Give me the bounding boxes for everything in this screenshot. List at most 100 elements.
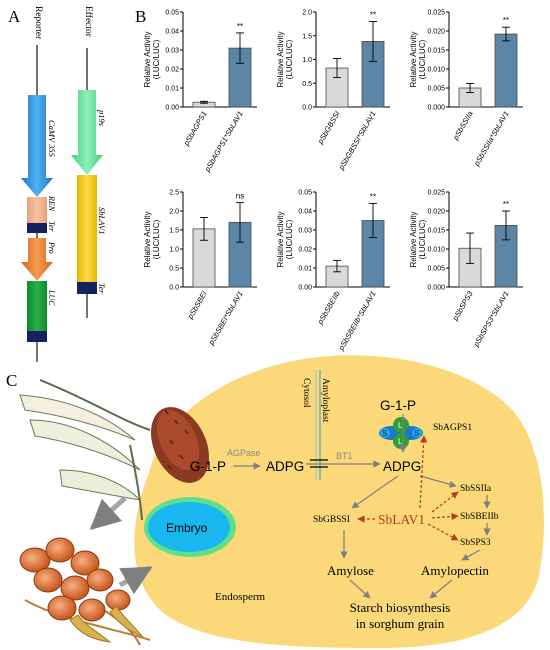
y-tick-label: 0.00: [298, 285, 312, 292]
arrow-adpg-to-gbssi: [351, 475, 399, 509]
y-tick-label: 0.020: [427, 209, 445, 216]
ren-label: REN: [47, 195, 56, 212]
y-tick-label: 1.0: [302, 57, 312, 64]
sorghum-plant-illustration: [19, 379, 210, 521]
reporter-construct: Reporter CaMV 35S REN Ter Pro LUC: [21, 6, 57, 362]
p19s-arrow: [71, 90, 103, 175]
embryo-shape: [148, 502, 230, 552]
amyloplast-label: Amyloplast: [320, 378, 330, 423]
y-tick-label: 0.005: [427, 86, 445, 93]
significance-label: **: [370, 11, 376, 20]
y-tick-label: 0.01: [165, 86, 179, 93]
category-label: pSbSBEIIb: [315, 290, 342, 327]
y-tick-label: 0.04: [298, 209, 312, 216]
p19s-label: p19s: [97, 109, 107, 127]
ter-label-effector: Ter: [97, 283, 106, 294]
arrow-plant-to-seeds: [89, 496, 127, 531]
ter-box-luc: [27, 331, 47, 342]
y-tick-label: 0.00: [165, 105, 179, 112]
y-tick-label: 1.5: [169, 228, 179, 235]
bar: [494, 33, 518, 108]
amylopectin-label: Amylopectin: [421, 563, 489, 578]
y-axis-label-unit: (LUC/LUC): [418, 39, 427, 79]
luc-label: LUC: [47, 289, 56, 306]
category-label: pSbSPS3*SbLAV1: [471, 290, 511, 350]
pro-label: Pro: [47, 241, 56, 254]
y-axis-label: Relative Activity: [143, 211, 152, 267]
y-axis-label: Relative Activity: [276, 211, 285, 267]
y-tick-label: 1.0: [169, 247, 179, 254]
bar-chart-3: 0.000 0.005 0.010 0.015 0.020 0.025 Relative A…: [409, 10, 523, 169]
y-tick-label: 0.03: [165, 48, 179, 55]
y-axis-label-unit: (LUC/LUC): [418, 219, 427, 259]
ter-box-effector: [77, 282, 97, 294]
significance-label: ns: [236, 192, 244, 201]
adpg-amyloplast: ADPG: [383, 459, 421, 474]
y-tick-label: 2.0: [169, 209, 179, 216]
adpg-cytosol: ADPG: [266, 459, 304, 474]
arrow-amylose-to-starch: [349, 579, 371, 599]
sblav1-box: [77, 175, 97, 282]
reg-arrow-ssiia: [431, 491, 459, 513]
agp-l-bottom: L: [398, 437, 403, 446]
agp-s-right: S: [414, 429, 419, 438]
y-axis-label: Relative Activity: [143, 31, 152, 87]
y-tick-label: 0.03: [298, 228, 312, 235]
bar-chart-2: 0.0 0.5 1.0 1.5 2.0 Relative Activity (LUC/LUC…: [276, 10, 390, 172]
y-tick-label: 0.01: [298, 266, 312, 273]
embryo-label: Embryo: [166, 521, 208, 535]
significance-label: **: [503, 200, 509, 209]
y-tick-label: 0.05: [165, 10, 179, 17]
y-axis-label: Relative Activity: [409, 31, 418, 87]
arrow-seeds-to-grain: [118, 565, 153, 595]
arrow-sps3-to-amylopectin: [461, 549, 481, 561]
sbagps1-label: SbAGPS1: [433, 423, 472, 433]
y-tick-label: 0.000: [427, 105, 445, 112]
reg-arrow-agps1: [419, 435, 428, 509]
effector-construct: Effector p19s SbLAV1 Ter: [71, 6, 107, 318]
y-axis-label-unit: (LUC/LUC): [285, 39, 294, 79]
cytosol-label: Cytosol: [301, 378, 311, 408]
significance-label: **: [370, 192, 376, 201]
bar-charts: 0.00 0.01 0.02 0.03 0.04 0.05 Relative Activit…: [143, 10, 523, 353]
y-tick-label: 0.05: [298, 190, 312, 197]
y-tick-label: 0.025: [427, 10, 445, 17]
significance-label: **: [503, 16, 509, 25]
panel-c: C Embryo: [6, 355, 544, 648]
y-tick-label: 1.5: [302, 33, 312, 40]
y-tick-label: 0.0: [169, 285, 179, 292]
y-tick-label: 0.04: [165, 29, 179, 36]
sblav1-regulator: SbLAV1: [378, 512, 425, 527]
ter-label-reporter: Ter: [47, 221, 56, 232]
y-tick-label: 0.015: [427, 228, 445, 235]
bt1-label: BT1: [336, 451, 353, 461]
y-tick-label: 0.5: [169, 266, 179, 273]
arrow-adpg-to-ssiia: [419, 475, 457, 488]
sbsps3-label: SbSPS3: [460, 538, 491, 548]
promoter-label: CaMV 35S: [47, 120, 57, 158]
y-tick-label: 0.005: [427, 266, 445, 273]
category-label: pSbGBSSI: [315, 110, 341, 147]
ren-box: [27, 197, 47, 223]
sbssiia-label: SbSSIIa: [460, 484, 492, 494]
amylose-label: Amylose: [327, 563, 374, 578]
y-tick-label: 0.010: [427, 247, 445, 254]
significance-label: **: [237, 22, 243, 31]
arrow-amylopectin-to-starch: [429, 579, 453, 599]
reg-arrow-sbeiib: [431, 512, 459, 521]
y-tick-label: 0.0: [302, 105, 312, 112]
bar-chart-6: 0.000 0.005 0.010 0.015 0.020 0.025 Relative A…: [409, 190, 523, 350]
sblav1-gene-label: SbLAV1: [97, 207, 107, 234]
ter-box-reporter: [27, 223, 47, 233]
category-label: pSbSSIIa*SbLAV1: [472, 110, 511, 169]
y-tick-label: 2.0: [302, 10, 312, 17]
starch-line-1: Starch biosynthesis: [350, 600, 451, 615]
category-label: pSbAGPS1: [181, 110, 208, 149]
bar-chart-4: 0.0 0.5 1.0 1.5 2.0 2.5 Relative Activity (LUC/…: [143, 190, 257, 348]
y-tick-label: 0.015: [427, 48, 445, 55]
category-label: pSbSBEI*SbLAV1: [206, 290, 245, 348]
panel-c-letter: C: [6, 371, 17, 390]
agpase-label: AGPase: [227, 448, 261, 458]
g1p-cytosol: G-1-P: [190, 459, 226, 474]
category-label: pSbSSIIa: [451, 110, 475, 143]
